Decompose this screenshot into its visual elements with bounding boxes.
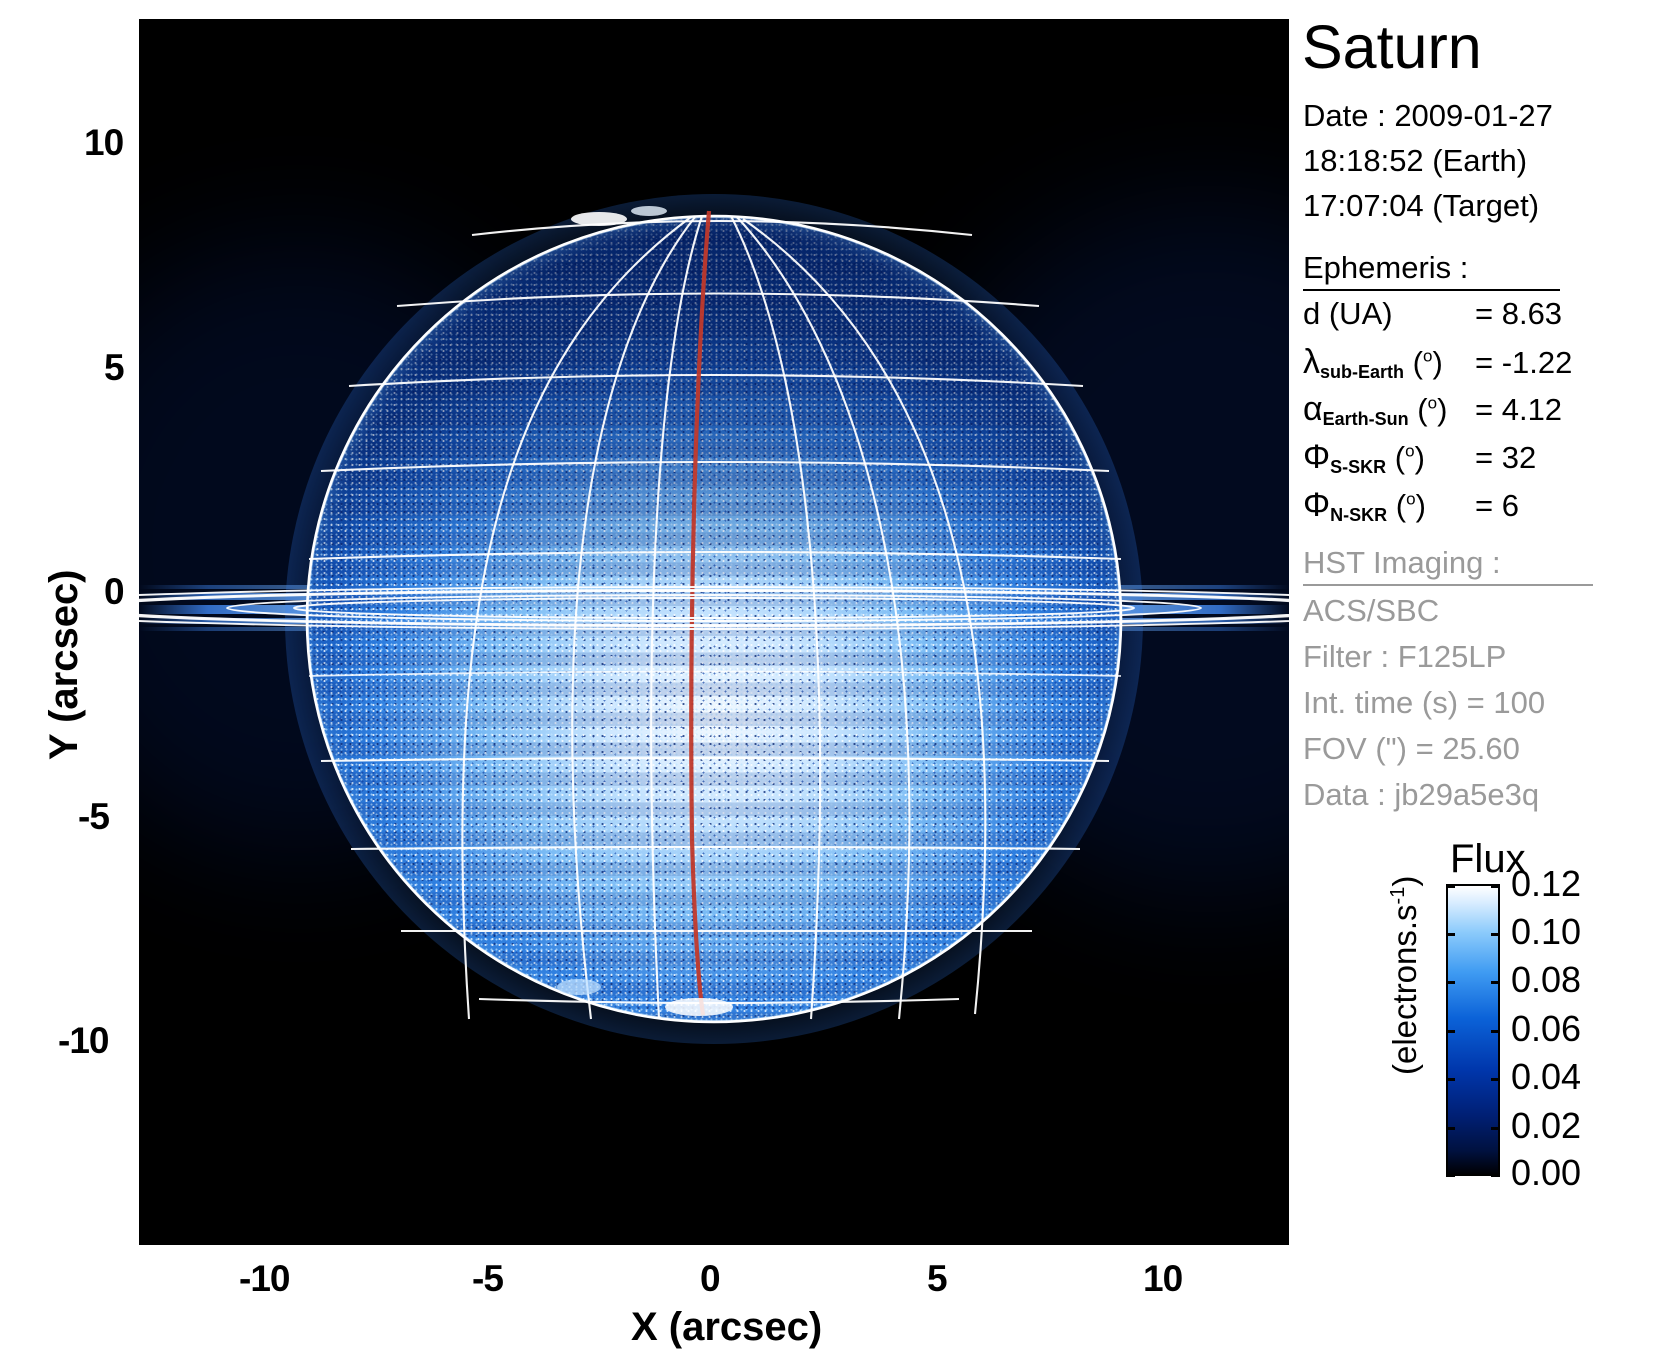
colorbar-axis-label-exponent: -1 bbox=[1387, 886, 1409, 905]
ephemeris-symbol: λ bbox=[1303, 343, 1320, 381]
limb-ellipse bbox=[305, 214, 1123, 1024]
x-tick-label: 10 bbox=[1143, 1258, 1183, 1299]
south-aurora-spot bbox=[557, 979, 601, 995]
hst-instrument: ACS/SBC bbox=[1303, 593, 1440, 628]
ephemeris-value: = -1.22 bbox=[1475, 345, 1573, 380]
colorbar-tick bbox=[1446, 933, 1455, 936]
colorbar-tick bbox=[1491, 1127, 1500, 1130]
north-aurora-spot bbox=[631, 206, 667, 216]
ring-a-outer bbox=[139, 586, 1289, 630]
longitude-lines bbox=[461, 215, 987, 1020]
ephemeris-row-distance: d (UA) = 8.63 bbox=[1303, 296, 1562, 332]
ephemeris-unit: (o) bbox=[1394, 440, 1425, 475]
ephemeris-symbol: α bbox=[1303, 390, 1323, 428]
ephemeris-unit: (o) bbox=[1417, 392, 1448, 427]
ephemeris-heading-text: Ephemeris : bbox=[1303, 250, 1561, 291]
y-tick-label: -10 bbox=[58, 1020, 109, 1061]
x-tick-label: 5 bbox=[927, 1258, 948, 1299]
ephemeris-value: = 32 bbox=[1475, 440, 1537, 475]
colorbar-tick bbox=[1446, 981, 1455, 984]
ephemeris-unit: (o) bbox=[1412, 345, 1443, 380]
x-tick-label: 0 bbox=[700, 1258, 721, 1299]
planetographic-grid bbox=[305, 210, 1123, 1024]
x-tick-label: -5 bbox=[472, 1258, 504, 1299]
hst-imaging-heading-text: HST Imaging : bbox=[1303, 545, 1593, 586]
colorbar-title: Flux bbox=[1450, 837, 1526, 881]
colorbar-tick bbox=[1446, 885, 1455, 888]
y-tick-label: -5 bbox=[78, 796, 110, 837]
north-aurora-spot bbox=[571, 212, 627, 226]
ephemeris-unit: (o) bbox=[1395, 488, 1426, 523]
colorbar-tick bbox=[1491, 1030, 1500, 1033]
ring-a-inner bbox=[139, 589, 1289, 627]
colorbar-tick bbox=[1446, 1030, 1455, 1033]
page-title: Saturn bbox=[1302, 13, 1482, 81]
auroral-emission bbox=[557, 206, 733, 1016]
colorbar-tick-label: 0.08 bbox=[1511, 959, 1582, 1000]
south-aurora-spot bbox=[665, 998, 733, 1016]
ephemeris-subscript: sub-Earth bbox=[1320, 362, 1405, 382]
x-tick-label: -10 bbox=[239, 1258, 290, 1299]
colorbar-tick-label: 0.04 bbox=[1511, 1056, 1582, 1097]
colorbar-tick bbox=[1491, 933, 1500, 936]
colorbar-tick bbox=[1446, 1127, 1455, 1130]
hst-fov: FOV (") = 25.60 bbox=[1303, 731, 1520, 766]
ring-b-inner bbox=[226, 594, 1202, 622]
y-tick-label: 10 bbox=[84, 122, 124, 163]
hst-imaging-heading: HST Imaging : bbox=[1303, 545, 1593, 586]
hst-filter: Filter : F125LP bbox=[1303, 639, 1507, 674]
ephemeris-heading: Ephemeris : bbox=[1303, 250, 1561, 291]
colorbar-tick-label: 0.06 bbox=[1511, 1008, 1582, 1049]
ephemeris-symbol: Φ bbox=[1303, 438, 1331, 476]
observation-time-earth: 18:18:52 (Earth) bbox=[1303, 143, 1528, 178]
ephemeris-subscript: S-SKR bbox=[1330, 457, 1387, 477]
ephemeris-row-north-skr-phase: ΦN-SKR (o) = 6 bbox=[1303, 486, 1519, 525]
ephemeris-row-phase-angle: αEarth-Sun (o) = 4.12 bbox=[1303, 390, 1562, 429]
colorbar-tick-label: 0.02 bbox=[1511, 1105, 1582, 1146]
colorbar-tick-label: 0.00 bbox=[1511, 1152, 1582, 1193]
hst-dataset-id: Data : jb29a5e3q bbox=[1303, 777, 1540, 812]
colorbar-tick-label: 0.12 bbox=[1511, 863, 1582, 904]
colorbar-tick bbox=[1491, 885, 1500, 888]
colorbar-tick bbox=[1491, 1078, 1500, 1081]
ephemeris-value: = 4.12 bbox=[1475, 392, 1563, 427]
hst-integration-time: Int. time (s) = 100 bbox=[1303, 685, 1546, 720]
ephemeris-subscript: N-SKR bbox=[1330, 505, 1388, 525]
ephemeris-subscript: Earth-Sun bbox=[1322, 409, 1409, 429]
colorbar-tick-label: 0.10 bbox=[1511, 911, 1582, 952]
x-axis-title: X (arcsec) bbox=[631, 1305, 823, 1349]
y-tick-label: 5 bbox=[104, 347, 125, 388]
colorbar-tick bbox=[1491, 981, 1500, 984]
observation-date: Date : 2009-01-27 bbox=[1303, 98, 1553, 133]
observation-time-target: 17:07:04 (Target) bbox=[1303, 188, 1540, 223]
magnetic-meridian-line bbox=[689, 210, 712, 1016]
colorbar-tick bbox=[1491, 1174, 1500, 1177]
colorbar-axis-label-pre: (electrons.s bbox=[1386, 904, 1423, 1075]
ephemeris-value: = 6 bbox=[1475, 488, 1519, 523]
ephemeris-row-south-skr-phase: ΦS-SKR (o) = 32 bbox=[1303, 438, 1536, 477]
ephemeris-label: d (UA) bbox=[1303, 296, 1393, 331]
colorbar-tick bbox=[1446, 1174, 1455, 1177]
ring-b-outer bbox=[139, 590, 1289, 626]
y-axis-title: Y (arcsec) bbox=[42, 569, 86, 760]
colorbar-tick bbox=[1446, 1078, 1455, 1081]
colorbar-axis-label: (electrons.s-1) bbox=[1386, 876, 1424, 1075]
image-plot-area bbox=[139, 19, 1289, 1245]
ring-c-inner bbox=[293, 597, 1135, 619]
colorbar-axis-label-post: ) bbox=[1386, 875, 1423, 887]
ephemeris-value: = 8.63 bbox=[1475, 296, 1563, 331]
ephemeris-symbol: Φ bbox=[1303, 486, 1331, 524]
ephemeris-row-sub-earth-longitude: λsub-Earth (o) = -1.22 bbox=[1303, 343, 1572, 382]
y-tick-label: 0 bbox=[104, 571, 125, 612]
ring-system-outline bbox=[139, 586, 1289, 630]
